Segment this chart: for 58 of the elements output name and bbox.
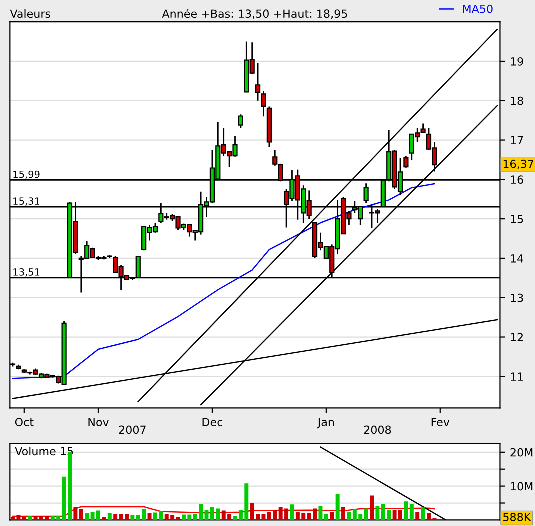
y-tick-label: 20M — [510, 448, 533, 457]
y-tick-label: 13 — [511, 294, 524, 302]
chart-title: Valeurs — [10, 9, 50, 18]
bar — [79, 509, 84, 520]
y-tick-label: 15 — [511, 215, 524, 224]
bar — [421, 508, 426, 520]
y-tick-label: 19 — [511, 57, 524, 66]
candlestick — [261, 90, 266, 118]
candlestick — [255, 62, 261, 102]
bar — [102, 517, 106, 520]
bar — [148, 513, 152, 520]
x-tick-label: Fev — [432, 418, 450, 426]
bar — [342, 506, 346, 520]
annotation: 588K — [504, 513, 532, 522]
bar — [108, 513, 112, 520]
bar — [318, 506, 323, 520]
bar — [416, 512, 420, 520]
bar — [376, 506, 380, 520]
bar — [85, 513, 90, 520]
bar — [74, 506, 78, 520]
candlestick — [404, 155, 409, 169]
bar — [370, 496, 374, 520]
candlestick — [364, 182, 369, 204]
y-tick-label: 17 — [511, 136, 524, 144]
text: 2007 — [119, 426, 146, 434]
chart-subtitle: Année +Bas: 13,50 +Haut: 18,95 — [162, 9, 348, 20]
y-tick-label: 16 — [511, 176, 524, 184]
bar — [130, 515, 135, 520]
y-tick-label: 11 — [511, 372, 524, 381]
line-series — [12, 506, 436, 518]
bar — [330, 512, 334, 520]
x-tick-label: Nov — [88, 418, 109, 426]
bar — [364, 508, 368, 520]
text: 2008 — [364, 426, 392, 434]
bar — [28, 516, 32, 520]
bar — [410, 504, 414, 520]
x-tick-label: Jan — [317, 418, 334, 429]
bar — [404, 502, 408, 520]
ref-line-label: 15,31 — [14, 198, 40, 206]
legend-label: MA50 — [463, 4, 493, 14]
bar — [290, 504, 294, 520]
line-series — [12, 183, 436, 380]
bar — [336, 494, 340, 520]
x-tick-label: Dec — [202, 418, 223, 426]
y-tick-label: 18 — [511, 96, 524, 106]
y-tick-label: 12 — [511, 333, 523, 342]
bar — [347, 512, 352, 520]
candlestick — [238, 114, 244, 130]
y-tick-label: 10M — [511, 482, 533, 491]
ref-line-label: 15,99 — [14, 170, 40, 180]
bar — [176, 517, 180, 520]
bar — [324, 514, 328, 520]
bar — [114, 514, 118, 520]
annotation: 16,37 — [504, 160, 534, 170]
y-tick-label: 14 — [511, 254, 524, 263]
bar — [22, 517, 26, 520]
x-tick-label: Oct — [15, 418, 34, 426]
ref-line-label: 13,51 — [14, 268, 40, 277]
